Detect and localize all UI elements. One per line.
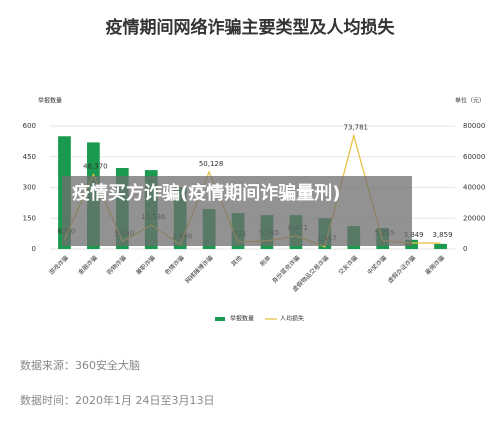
x-tick-label: 交友诈骗 [337,254,360,277]
footer-source: 数据来源：360安全大脑 [20,359,140,372]
data-label: 50,128 [199,160,224,168]
y-tick-label: 450 [23,153,36,161]
y2-tick-label: 0 [463,245,467,253]
y2-tick-label: 80000 [463,122,485,130]
y2-tick-label: 40000 [463,184,485,192]
y-tick-label: 300 [23,184,36,192]
legend-swatch [215,317,225,321]
bar [434,243,447,249]
x-tick-label: 网络赌博诈骗 [183,254,214,285]
data-label: 73,781 [344,124,369,132]
y-tick-label: 0 [32,245,36,253]
x-tick-label: 金融诈骗 [76,254,99,277]
y2-axis-label: 单位（元） [455,97,485,105]
y-tick-label: 600 [23,122,36,130]
y-axis-label: 举报数量 [38,97,62,105]
x-tick-label: 雇佣诈骗 [423,254,446,277]
x-tick-label: 其他 [229,254,243,268]
x-tick-label: 中奖诈骗 [366,254,389,277]
x-tick-label: 虚假办证诈骗 [386,254,417,285]
y2-tick-label: 20000 [463,214,485,222]
legend-label: 人均损失 [280,315,304,323]
x-tick-label: 身份冒充诈骗 [270,254,301,285]
overlay-caption: 疫情买方诈骗(疫情期间诈骗量刑) [62,176,412,246]
x-tick-label: 游戏诈骗 [47,254,70,277]
data-label: 3,849 [404,231,424,239]
x-tick-label: 色情诈骗 [163,254,186,277]
x-tick-label: 购物诈骗 [105,254,128,277]
legend-label: 举报数量 [230,315,254,323]
chart-title: 疫情期间网络诈骗主要类型及人均损失 [106,17,396,38]
y-tick-label: 150 [23,214,36,222]
footer-time: 数据时间：2020年1月 24日至3月13日 [20,394,215,407]
x-tick-label: 兼职诈骗 [134,254,157,277]
data-label: 48,370 [83,163,108,171]
y2-tick-label: 60000 [463,153,485,161]
x-tick-label: 刷单 [258,254,272,268]
data-label: 3,859 [433,231,453,239]
